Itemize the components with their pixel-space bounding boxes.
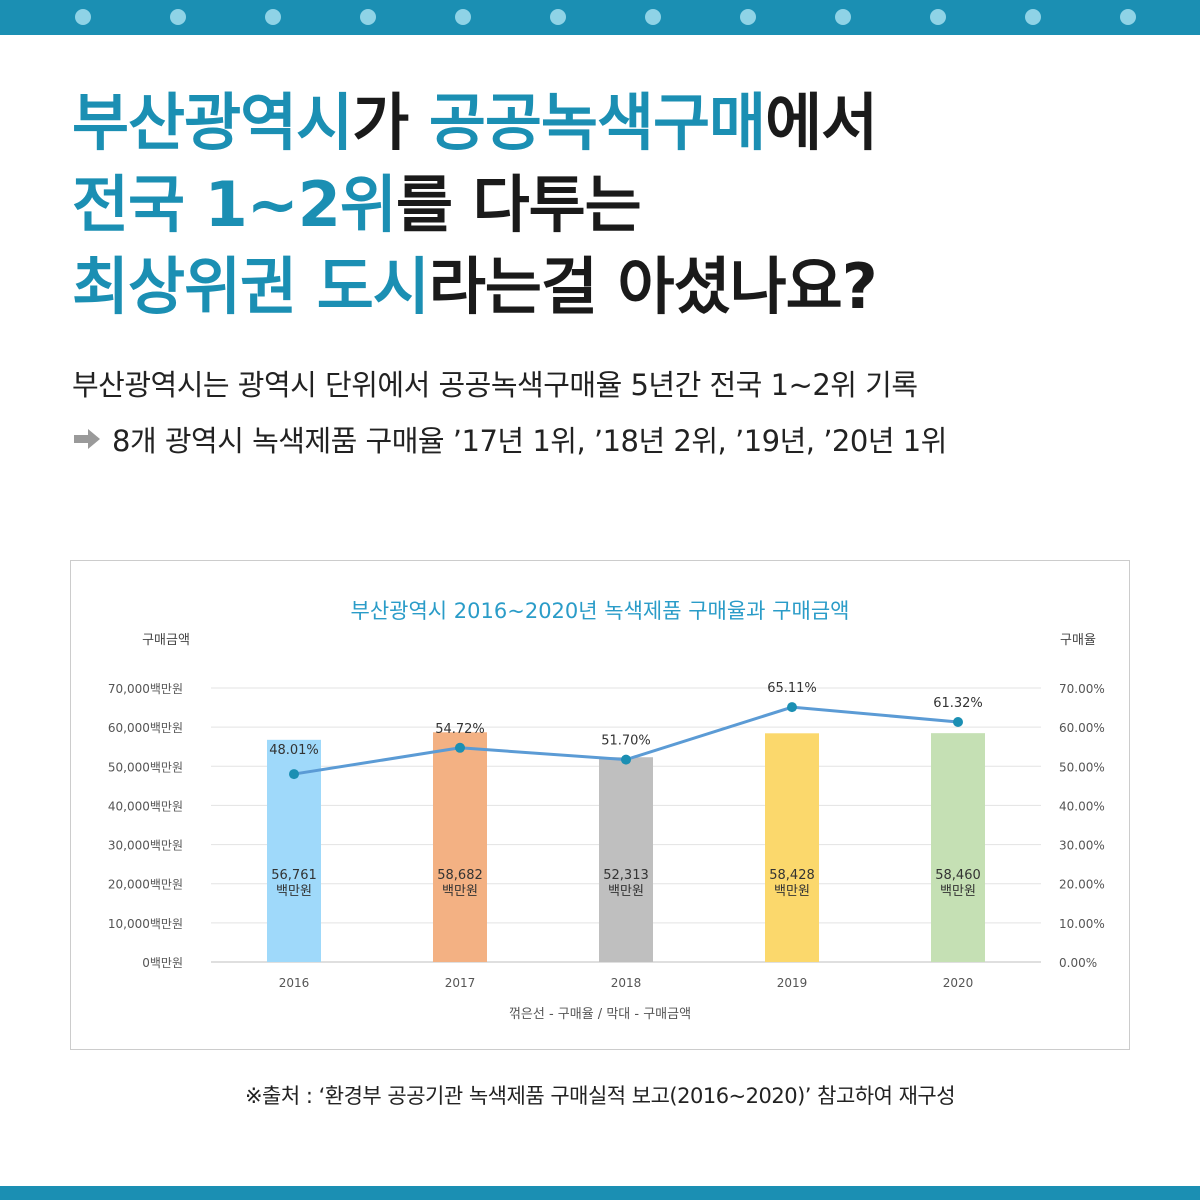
- decorative-dot: [75, 9, 91, 25]
- decorative-dot: [645, 9, 661, 25]
- bar-2019: [765, 733, 819, 962]
- bar-unit-label: 백만원: [774, 884, 810, 899]
- subtitle-line-2: 8개 광역시 녹색제품 구매율 ’17년 1위, ’18년 2위, ’19년, …: [72, 418, 947, 460]
- decorative-dot: [265, 9, 281, 25]
- chart-caption: 꺾은선 - 구매율 / 막대 - 구매금액: [509, 1007, 691, 1022]
- bar-2017: [433, 732, 487, 962]
- decorative-dot: [550, 9, 566, 25]
- headline-line-1: 부산광역시가 공공녹색구매에서: [72, 82, 1172, 164]
- x-tick-label: 2020: [943, 976, 974, 990]
- bar-2018: [599, 757, 653, 962]
- rate-label: 54.72%: [435, 722, 485, 737]
- source-note: ※출처 : ‘환경부 공공기관 녹색제품 구매실적 보고(2016~2020)’…: [244, 1084, 956, 1108]
- headline-segment: 가: [352, 86, 429, 159]
- decorative-dot: [740, 9, 756, 25]
- decorative-dot: [170, 9, 186, 25]
- rate-label: 51.70%: [601, 734, 651, 749]
- right-tick-label: 70.00%: [1059, 682, 1105, 696]
- decorative-dot: [930, 9, 946, 25]
- headline-segment: 최상위권 도시: [72, 250, 430, 323]
- bar-unit-label: 백만원: [276, 884, 312, 899]
- left-axis-title: 구매금액: [142, 633, 190, 648]
- left-tick-label: 10,000백만원: [108, 917, 183, 931]
- subtitle-line-1: 부산광역시는 광역시 단위에서 공공녹색구매율 5년간 전국 1~2위 기록: [72, 368, 918, 402]
- bar-unit-label: 백만원: [940, 884, 976, 899]
- subtitle-line-2-text: 8개 광역시 녹색제품 구매율 ’17년 1위, ’18년 2위, ’19년, …: [112, 424, 947, 458]
- bar-2020: [931, 733, 985, 962]
- decorative-dot: [1025, 9, 1041, 25]
- top-decorative-bar: [0, 0, 1200, 35]
- headline-segment: 전국 1~2위: [72, 168, 397, 241]
- decorative-dot: [455, 9, 471, 25]
- right-tick-label: 40.00%: [1059, 799, 1105, 813]
- bar-unit-label: 백만원: [608, 884, 644, 899]
- bar-value-label: 58,428: [769, 868, 815, 883]
- left-tick-label: 60,000백만원: [108, 721, 183, 735]
- rate-label: 65.11%: [767, 681, 817, 696]
- right-tick-label: 60.00%: [1059, 721, 1105, 735]
- left-tick-label: 30,000백만원: [108, 839, 183, 853]
- headline-segment: 공공녹색구매: [428, 86, 766, 159]
- x-tick-label: 2016: [279, 976, 310, 990]
- headline-segment: 에서: [765, 86, 878, 159]
- right-arrow-icon: [74, 429, 100, 449]
- headline-segment: 라는걸 아셨나요?: [428, 250, 878, 323]
- bar-value-label: 58,460: [935, 868, 981, 883]
- decorative-dot: [835, 9, 851, 25]
- right-tick-label: 20.00%: [1059, 878, 1105, 892]
- left-tick-label: 70,000백만원: [108, 682, 183, 696]
- rate-label: 61.32%: [933, 696, 983, 711]
- rate-point-2019: [787, 702, 797, 713]
- right-tick-label: 50.00%: [1059, 760, 1105, 774]
- decorative-dot: [360, 9, 376, 25]
- x-tick-label: 2018: [611, 976, 642, 990]
- x-tick-label: 2017: [445, 976, 476, 990]
- right-tick-label: 10.00%: [1059, 917, 1105, 931]
- bottom-decorative-bar: [0, 1186, 1200, 1200]
- left-tick-label: 40,000백만원: [108, 799, 183, 813]
- headline-segment: 를 다투는: [395, 168, 642, 241]
- headline-line-3: 최상위권 도시라는걸 아셨나요?: [72, 246, 1172, 328]
- rate-point-2017: [455, 742, 465, 753]
- decorative-dot: [1120, 9, 1136, 25]
- headline: 부산광역시가 공공녹색구매에서 전국 1~2위를 다투는 최상위권 도시라는걸 …: [72, 82, 1172, 328]
- chart-title: 부산광역시 2016~2020년 녹색제품 구매율과 구매금액: [351, 599, 850, 623]
- bar-value-label: 52,313: [603, 868, 649, 883]
- right-axis-title: 구매율: [1060, 633, 1096, 648]
- right-tick-label: 30.00%: [1059, 839, 1105, 853]
- rate-point-2016: [289, 769, 299, 780]
- rate-point-2020: [953, 716, 963, 727]
- left-tick-label: 50,000백만원: [108, 760, 183, 774]
- headline-segment: 부산광역시: [72, 86, 353, 159]
- bar-value-label: 56,761: [271, 868, 317, 883]
- x-tick-label: 2019: [777, 976, 808, 990]
- right-tick-label: 0.00%: [1059, 956, 1097, 970]
- rate-label: 48.01%: [269, 743, 319, 758]
- headline-line-2: 전국 1~2위를 다투는: [72, 164, 1172, 246]
- left-tick-label: 0백만원: [142, 956, 183, 970]
- left-tick-label: 20,000백만원: [108, 878, 183, 892]
- bar-unit-label: 백만원: [442, 884, 478, 899]
- rate-point-2018: [621, 754, 631, 765]
- bar-value-label: 58,682: [437, 868, 483, 883]
